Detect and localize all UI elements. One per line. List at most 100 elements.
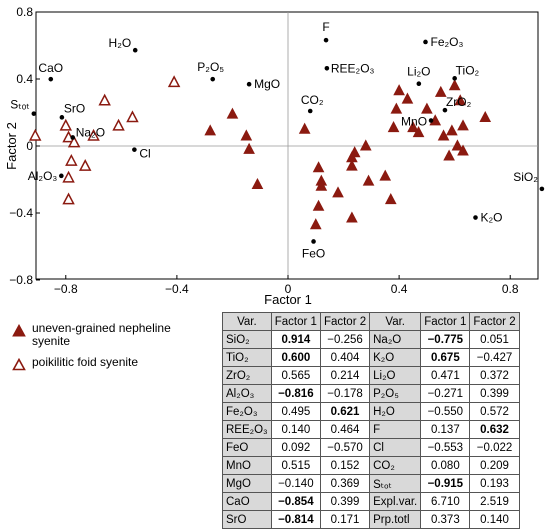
variable-loading-point	[246, 81, 252, 87]
data-point-uneven-grained	[346, 159, 358, 171]
table-variable-cell: Cl	[369, 438, 422, 457]
data-point-poikilitic	[87, 128, 100, 141]
variable-loading-point	[31, 111, 37, 116]
data-point-uneven-grained	[309, 218, 322, 230]
variable-loading-point	[442, 107, 448, 113]
x-tick-label: 0.8	[502, 282, 519, 296]
y-axis-label: Factor 2	[4, 122, 19, 170]
y-tick-label: 0.8	[16, 5, 33, 19]
variable-loading-label: SiO₂	[513, 170, 538, 184]
data-point-poikilitic	[126, 110, 139, 123]
table-variable-cell: Al₂O₃	[222, 384, 272, 403]
variable-loading-label: Li₂O	[407, 65, 430, 79]
legend-label: poikilitic foid syenite	[32, 355, 139, 369]
table-value-cell: 0.464	[319, 420, 371, 439]
data-point-poikilitic	[65, 153, 78, 166]
variable-loading-label: SrO	[64, 101, 85, 115]
table-variable-cell: TiO₂	[222, 348, 272, 367]
variable-loading-point	[307, 108, 313, 114]
data-point-poikilitic	[28, 128, 42, 141]
table-row: MgO −0.140 0.369 Sₜₒₜ −0.915 0.193	[222, 474, 520, 493]
data-point-uneven-grained	[384, 193, 397, 205]
table-value-cell: 2.519	[469, 492, 520, 511]
x-axis-label: Factor 1	[264, 292, 312, 307]
table-value-cell: 0.471	[420, 366, 471, 385]
variable-loading-label: Fe₂O₃	[431, 35, 464, 49]
table-variable-cell: MgO	[222, 474, 272, 493]
variable-loading-point	[452, 76, 457, 81]
table-variable-cell: CO₂	[369, 456, 422, 475]
table-variable-cell: FeO	[222, 438, 272, 457]
table-value-cell: −0.256	[319, 330, 371, 349]
data-point-poikilitic	[78, 158, 92, 171]
data-point-uneven-grained	[393, 84, 405, 96]
table-value-cell: 0.495	[270, 402, 321, 421]
table-value-cell: −0.775	[420, 330, 471, 349]
table-variable-cell: Fe₂O₃	[222, 402, 272, 421]
data-point-uneven-grained	[446, 124, 458, 136]
x-tick-label: −0.8	[54, 282, 78, 296]
table-value-cell: −0.915	[420, 474, 471, 493]
table-value-cell: −0.854	[270, 492, 321, 511]
table-value-cell: 0.214	[319, 366, 371, 385]
table-row: MnO 0.515 0.152 CO₂ 0.080 0.209	[222, 456, 520, 475]
table-variable-cell: ZrO₂	[222, 366, 272, 385]
table-row: Al₂O₃ −0.816 −0.178 P₂O₅ −0.271 0.399	[222, 384, 520, 403]
variable-loading-label: Al₂O₃	[28, 169, 58, 183]
data-point-poikilitic	[62, 192, 75, 205]
x-tick-label: 0	[285, 282, 292, 296]
variable-loading-label: MgO	[254, 77, 280, 91]
variable-loading-point	[70, 135, 76, 140]
variable-loading-label: P₂O₅	[197, 60, 224, 74]
data-point-uneven-grained	[362, 174, 375, 186]
table-value-cell: 0.193	[469, 474, 520, 493]
table-value-cell: 0.399	[319, 492, 371, 511]
variable-loading-label: FeO	[302, 246, 325, 260]
data-point-uneven-grained	[226, 107, 239, 119]
variable-loading-label: ZrO₂	[446, 95, 472, 109]
data-point-uneven-grained	[457, 119, 469, 131]
x-tick-label: −0.4	[165, 282, 189, 296]
variable-loading-label: MnO	[401, 115, 427, 129]
data-point-poikilitic	[167, 75, 181, 88]
data-point-uneven-grained	[204, 124, 217, 136]
table-value-cell: −0.814	[270, 510, 321, 529]
table-variable-cell: REE₂O₃	[222, 420, 272, 439]
table-value-cell: 0.080	[420, 456, 471, 475]
table-value-cell: 0.092	[270, 438, 321, 457]
table-value-cell: 0.372	[469, 366, 520, 385]
table-value-cell: 0.515	[270, 456, 321, 475]
data-point-uneven-grained	[401, 92, 414, 104]
variable-loading-point	[323, 37, 329, 43]
legend: uneven-grained nepheline syenite poikili…	[8, 322, 218, 390]
variable-loading-label: Cl	[139, 147, 150, 161]
data-point-poikilitic	[112, 118, 125, 131]
table-row: TiO₂ 0.600 0.404 K₂O 0.675 −0.427	[222, 348, 520, 367]
data-point-uneven-grained	[390, 102, 403, 114]
table-value-cell: −0.427	[469, 348, 520, 367]
table-variable-cell: Li₂O	[369, 366, 422, 385]
table-header-cell: Factor 1	[270, 312, 321, 331]
variable-loading-label: REE₂O₃	[331, 61, 375, 75]
table-variable-cell: Na₂O	[369, 330, 422, 349]
data-point-uneven-grained	[457, 144, 469, 156]
y-tick-label: 0	[26, 139, 33, 153]
variable-loading-label: Sₜₒₜ	[10, 98, 30, 112]
data-point-poikilitic	[98, 93, 111, 106]
table-row: FeO 0.092 −0.570 Cl −0.553 −0.022	[222, 438, 520, 457]
table-row: Fe₂O₃ 0.495 0.621 H₂O −0.550 0.572	[222, 402, 520, 421]
data-point-uneven-grained	[479, 110, 492, 123]
data-point-uneven-grained	[412, 126, 425, 138]
variable-loading-label: CO₂	[301, 93, 324, 107]
data-point-uneven-grained	[348, 146, 361, 158]
table-variable-cell: H₂O	[369, 402, 422, 421]
x-tick-label: 0.4	[391, 282, 408, 296]
data-point-uneven-grained	[379, 169, 392, 181]
variable-loading-point	[416, 81, 422, 86]
table-value-cell: −0.140	[270, 474, 321, 493]
table-header-cell: Factor 2	[469, 312, 520, 331]
table-value-cell: 0.399	[469, 384, 520, 403]
factor-scatter-plot: −0.8 −0.4 0 0.4 0.8 0.8 0.4 0 −0.4 −0.8 SiO₂ TiO₂ Z…	[4, 5, 545, 307]
data-point-uneven-grained	[298, 122, 311, 134]
table-value-cell: 0.152	[319, 456, 371, 475]
